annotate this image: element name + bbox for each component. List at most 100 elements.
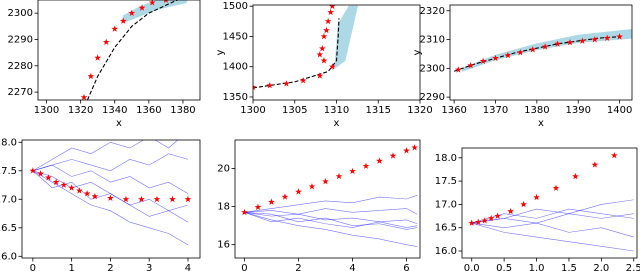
y-tick-label: 2280 [8, 61, 33, 72]
star-marker [169, 195, 176, 203]
x-tick-label: 1340 [102, 105, 127, 116]
star-marker [603, 34, 611, 41]
y-tick-label: 17.0 [0, 194, 17, 205]
star-marker [554, 40, 561, 47]
star-marker [122, 195, 130, 203]
star-marker [468, 219, 476, 226]
star-marker [60, 181, 68, 188]
plot-area [453, 28, 632, 73]
star-marker [349, 167, 356, 175]
axes-frame [234, 139, 421, 259]
x-axis-label: x [334, 118, 340, 129]
star-marker [163, 0, 168, 3]
x-tick-label: 3 [146, 263, 152, 271]
x-axis-label: x [116, 118, 122, 129]
star-marker [119, 17, 127, 24]
x-tick-label: 4 [349, 263, 355, 271]
star-marker [376, 157, 383, 164]
y-tick-label: 20 [217, 164, 230, 175]
sample-line [471, 213, 634, 224]
star-marker [268, 198, 275, 205]
star-marker [68, 184, 75, 191]
sample-line [471, 222, 634, 238]
star-marker [80, 93, 88, 100]
star-marker [37, 170, 44, 177]
star-marker [572, 172, 579, 180]
y-axis-label: y [412, 49, 423, 55]
x-tick-label: 1400 [607, 105, 632, 116]
y-tick-label: 1350 [223, 92, 248, 103]
star-marker [153, 195, 161, 203]
star-marker [324, 17, 332, 25]
star-marker [29, 167, 37, 174]
plot-area [253, 5, 359, 91]
x-tick-label: 1380 [170, 105, 195, 116]
star-marker [94, 54, 102, 61]
star-marker [533, 193, 540, 201]
y-tick-label: 16.0 [435, 246, 457, 257]
axes-frame [37, 0, 201, 101]
star-marker [91, 192, 99, 200]
star-marker [616, 33, 623, 40]
x-tick-label: 1380 [524, 105, 549, 116]
x-tick-label: 4 [185, 263, 191, 271]
star-marker [184, 195, 192, 203]
star-marker [316, 72, 324, 79]
sample-line [244, 208, 418, 215]
sample-line [32, 153, 189, 172]
star-marker [591, 161, 599, 168]
star-marker [579, 37, 586, 44]
star-marker [83, 190, 91, 197]
star-marker [76, 187, 83, 194]
star-marker [403, 147, 410, 154]
x-tick-label: 1320 [68, 105, 93, 116]
star-marker [102, 38, 110, 45]
star-marker [516, 49, 524, 56]
star-marker [148, 0, 156, 6]
plot-area [468, 151, 634, 252]
star-marker [318, 45, 326, 52]
y-tick-label: 1500 [223, 1, 248, 12]
y-axis-label: y [215, 49, 226, 55]
sample-line [244, 194, 418, 213]
x-tick-label: 2.5 [626, 263, 640, 271]
axes-frame [449, 4, 633, 101]
x-tick-label: 2.0 [593, 263, 609, 271]
y-tick-label: 2300 [8, 8, 33, 19]
sample-line [32, 170, 189, 223]
sample-line [32, 164, 189, 194]
star-marker [316, 51, 324, 58]
y-tick-label: 16.0 [0, 251, 17, 262]
plot-area [80, 0, 187, 100]
sample-line [244, 212, 418, 230]
subplot: 0.0 0.5 1.0 1.5 2.0 2.5 16.0 16.5 17.0 17.5 18.0 [435, 147, 640, 271]
x-tick-label: 0.0 [464, 263, 480, 271]
y-tick-label: 2320 [420, 6, 445, 17]
star-marker [299, 77, 307, 84]
star-marker [329, 63, 336, 70]
x-tick-label: 0.5 [496, 263, 512, 271]
y-tick-label: 2270 [8, 87, 33, 98]
star-marker [107, 194, 114, 201]
y-tick-label: 2290 [8, 34, 33, 45]
y-tick-label: 17.5 [0, 166, 17, 177]
star-marker [253, 83, 257, 91]
x-tick-label: 1315 [366, 105, 391, 116]
star-marker [128, 9, 136, 16]
x-tick-label: 1300 [240, 105, 265, 116]
star-marker [295, 188, 302, 195]
x-tick-label: 1360 [136, 105, 161, 116]
x-tick-label: 2 [107, 263, 113, 271]
y-tick-label: 18.0 [435, 153, 457, 164]
plot-area [29, 140, 192, 246]
x-tick-label: 1 [68, 263, 74, 271]
sample-line [32, 170, 189, 212]
plot-area [241, 144, 418, 247]
uncertainty-band [122, 0, 187, 24]
sample-line [471, 222, 634, 252]
subplot: 0 2 4 6 16 18 20 [217, 139, 421, 271]
y-tick-label: 18 [217, 202, 230, 213]
star-marker [320, 57, 328, 64]
star-marker [610, 151, 618, 159]
subplot: 0 1 2 3 4 16.0 16.5 17.0 17.5 18.0 [0, 137, 201, 271]
